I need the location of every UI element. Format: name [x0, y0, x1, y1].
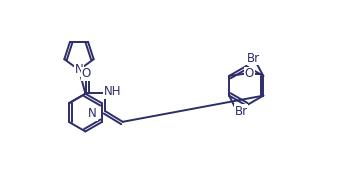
Text: Br: Br — [247, 52, 260, 65]
Text: O: O — [81, 67, 91, 80]
Text: N: N — [75, 63, 84, 76]
Text: NH: NH — [104, 85, 121, 98]
Text: N: N — [88, 107, 97, 120]
Text: O: O — [245, 67, 254, 80]
Text: Br: Br — [234, 105, 247, 118]
